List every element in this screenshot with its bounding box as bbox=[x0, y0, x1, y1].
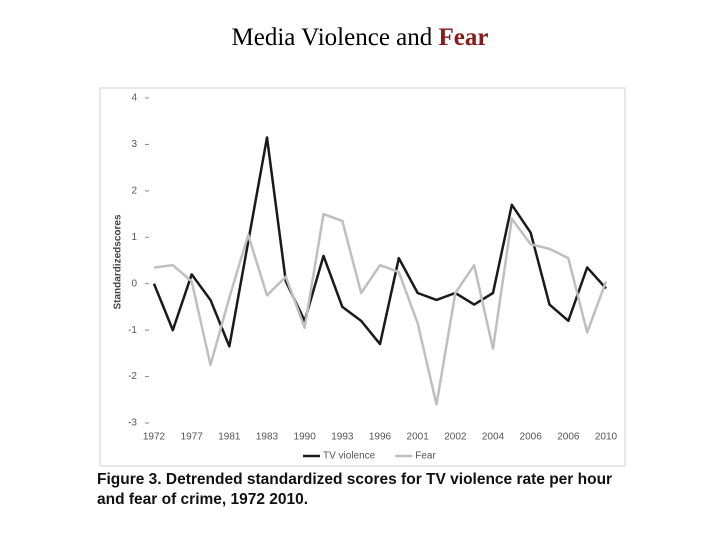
x-tick-label: 1996 bbox=[369, 432, 392, 443]
y-tick-label: 1 bbox=[131, 232, 137, 243]
x-tick-label: 1990 bbox=[294, 432, 317, 443]
legend-label: TV violence bbox=[323, 451, 376, 462]
caption: Figure 3. Detrended standardized scores … bbox=[97, 471, 613, 508]
chart: Standardizedscores -3 -2 -1 0 1 2 3 4 1972 1977 19… bbox=[99, 87, 626, 467]
y-tick-label: 4 bbox=[131, 93, 137, 104]
x-tick-label: 2010 bbox=[595, 432, 618, 443]
x-tick-label: 2004 bbox=[482, 432, 505, 443]
y-tick-label: -3 bbox=[128, 418, 137, 429]
y-axis-label: Standardizedscores bbox=[113, 214, 124, 309]
series-line bbox=[153, 212, 608, 406]
x-tick-label: 1993 bbox=[331, 432, 354, 443]
title-text: Media Violence and bbox=[231, 24, 433, 51]
y-tick-label: 0 bbox=[131, 278, 137, 289]
series-line bbox=[152, 136, 607, 348]
y-tick-label: 2 bbox=[131, 185, 137, 196]
y-tick-label: -1 bbox=[128, 325, 137, 336]
legend-label: Fear bbox=[415, 451, 436, 462]
title-emphasis: Fear bbox=[438, 24, 489, 51]
slide-title: Media Violence and Fear bbox=[0, 24, 720, 52]
x-tick-label: 2001 bbox=[407, 432, 430, 443]
x-tick-label: 2002 bbox=[444, 432, 467, 443]
x-tick-label: 1983 bbox=[256, 432, 279, 443]
x-tick-label: 2006 bbox=[557, 432, 580, 443]
x-tick-label: 1972 bbox=[143, 432, 166, 443]
x-tick-label: 2006 bbox=[520, 432, 543, 443]
x-tick-label: 1977 bbox=[181, 432, 204, 443]
chart-frame bbox=[99, 87, 626, 467]
x-tick-label: 1981 bbox=[218, 432, 241, 443]
y-tick-label: 3 bbox=[131, 139, 137, 150]
y-tick-label: -2 bbox=[128, 371, 137, 382]
